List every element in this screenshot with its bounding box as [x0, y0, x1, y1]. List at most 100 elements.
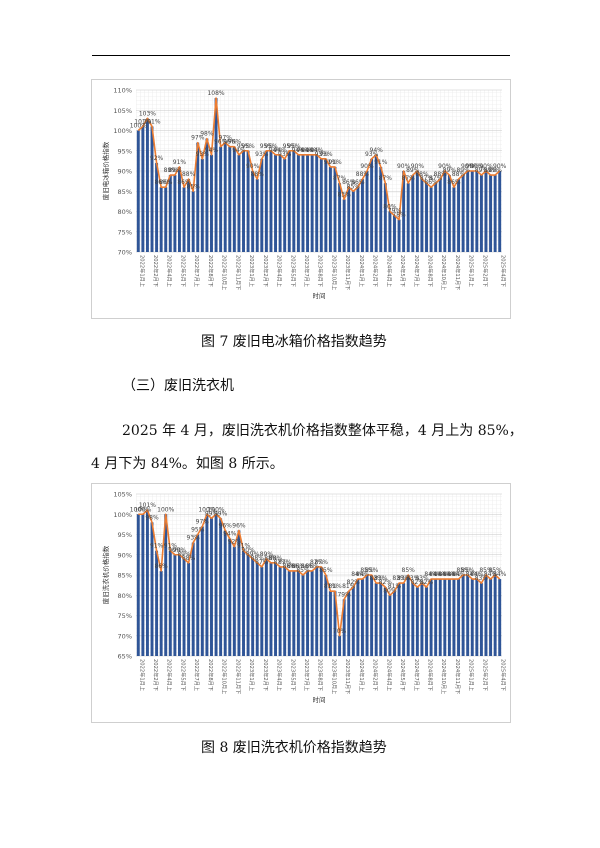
- fig8-data-label: 85%: [402, 567, 416, 574]
- fig7-bar: [214, 98, 218, 252]
- fig7-bar: [434, 183, 438, 252]
- fig8-data-label: 83%: [415, 575, 429, 582]
- fig8-bar: [397, 583, 401, 656]
- fig7-y-tick-label: 105%: [113, 107, 132, 115]
- fig7-bar: [141, 126, 145, 252]
- fig7-bar: [136, 130, 140, 252]
- figure8-caption: 图 8 废旧洗衣机价格指数趋势: [201, 740, 387, 756]
- fig7-bar: [292, 150, 296, 252]
- fig7-data-label: 89%: [443, 167, 457, 174]
- fig8-data-label: 86%: [287, 563, 301, 570]
- fig8-data-label: 84%: [484, 571, 498, 578]
- fig8-x-tick-label: 2023年7月上: [303, 659, 311, 691]
- fig8-bar: [296, 570, 300, 656]
- fig7-data-label: 78%: [392, 212, 406, 219]
- fig7-bar: [356, 187, 360, 252]
- fig7-x-tick-label: 2023年11月下: [344, 255, 352, 290]
- fig7-x-axis-title: 时间: [313, 291, 326, 300]
- fig8-data-label: 81%: [324, 583, 338, 590]
- fig7-data-label: 94%: [301, 147, 315, 154]
- fig8-bar: [187, 562, 191, 656]
- fig7-x-tick-label: 2025年1月上: [468, 255, 476, 287]
- fig7-data-label: 87%: [429, 175, 443, 182]
- fig7-bar: [301, 154, 305, 252]
- fig8-data-label: 84%: [470, 571, 484, 578]
- fig7-data-label: 95%: [264, 143, 278, 150]
- fig8-data-label: 88%: [182, 555, 196, 562]
- fig8-y-tick-label: 90%: [118, 551, 132, 559]
- fig8-data-label: 84%: [434, 571, 448, 578]
- fig8-bar: [434, 579, 438, 656]
- fig8-bar: [360, 579, 364, 656]
- fig8-data-label: 90%: [241, 547, 255, 554]
- fig8-bar: [182, 558, 186, 656]
- fig8-x-tick-label: 2023年11月下: [344, 659, 352, 694]
- fig8-bar: [200, 526, 204, 656]
- fig7-bar: [205, 138, 209, 252]
- fig7-bar: [328, 166, 332, 252]
- fig8-bar: [489, 579, 493, 656]
- fig7-bar: [210, 154, 213, 252]
- fig8-data-label: 100%: [157, 506, 174, 513]
- fig8-data-label: 84%: [452, 571, 466, 578]
- fig8-x-tick-label: 2025年4月下: [500, 659, 508, 691]
- fig7-data-label: 88%: [434, 171, 448, 178]
- fig8-bar: [287, 570, 291, 656]
- fig7-x-tick-label: 2025年4月下: [500, 255, 508, 287]
- fig7-data-label: 92%: [150, 155, 164, 162]
- fig8-x-tick-label: 2023年8月下: [317, 659, 325, 691]
- fig8-data-label: 70%: [333, 628, 347, 635]
- fig8-bar: [301, 575, 305, 656]
- fig8-bar: [219, 518, 223, 656]
- fig8-bar: [191, 542, 195, 656]
- fig8-x-tick-label: 2022年5月下: [179, 659, 187, 691]
- fig7-data-label: 91%: [173, 159, 187, 166]
- fig8-y-tick-label: 70%: [118, 632, 132, 640]
- fig8-bar: [333, 591, 337, 656]
- fig8-bar: [470, 579, 474, 656]
- fig7-x-tick-label: 2023年7月上: [303, 255, 311, 287]
- fig7-data-label: 101%: [143, 118, 160, 125]
- fig7-bar: [406, 183, 410, 252]
- fig7-y-axis-title: 废旧电冰箱价格指数: [101, 141, 110, 200]
- fig7-bar: [187, 179, 191, 252]
- fig7-bar: [287, 150, 291, 252]
- fig7-bar: [168, 175, 172, 252]
- fig7-bar: [283, 158, 287, 252]
- fig7-data-label: 101%: [134, 118, 151, 125]
- fig8-bar: [246, 554, 250, 656]
- fig7-data-label: 94%: [296, 147, 310, 154]
- fig8-data-label: 100%: [130, 506, 147, 513]
- fig8-bar: [214, 514, 218, 656]
- fig7-x-tick-label: 2024年7月上: [413, 255, 421, 287]
- fig8-bar: [145, 510, 149, 656]
- fig7-data-label: 95%: [241, 143, 255, 150]
- fig7-bar: [447, 175, 451, 252]
- fig7-bar: [393, 215, 396, 252]
- fig7-x-tick-label: 2025年2月下: [481, 255, 489, 287]
- fig7-data-label: 93%: [196, 151, 210, 158]
- fig8-data-label: 85%: [456, 567, 470, 574]
- fig8-bar: [388, 595, 392, 656]
- fig8-data-label: 85%: [365, 567, 379, 574]
- fig7-data-label: 98%: [200, 131, 214, 138]
- fig8-data-label: 83%: [397, 575, 411, 582]
- fig8-data-label: 82%: [379, 579, 393, 586]
- fig8-data-label: 82%: [411, 579, 425, 586]
- fig7-data-label: 94%: [370, 147, 384, 154]
- fig7-x-tick-label: 2024年8月下: [427, 255, 435, 287]
- fig8-data-label: 90%: [168, 547, 182, 554]
- fig7-bar: [457, 179, 461, 252]
- fig7-bar: [310, 154, 314, 252]
- fig7-bar: [397, 219, 401, 252]
- fig7-data-label: 95%: [260, 143, 274, 150]
- fig7-bar: [150, 126, 154, 252]
- fig7-bar: [242, 150, 245, 252]
- fig8-data-label: 100%: [207, 506, 224, 513]
- fig7-data-label: 89%: [164, 167, 178, 174]
- fig7-bar: [383, 183, 387, 252]
- fig8-x-tick-label: 2022年2月下: [152, 659, 160, 691]
- fig7-bar: [475, 171, 479, 252]
- fig7-bar: [182, 187, 186, 252]
- figure7-caption: 图 7 废旧电冰箱价格指数趋势: [201, 334, 387, 350]
